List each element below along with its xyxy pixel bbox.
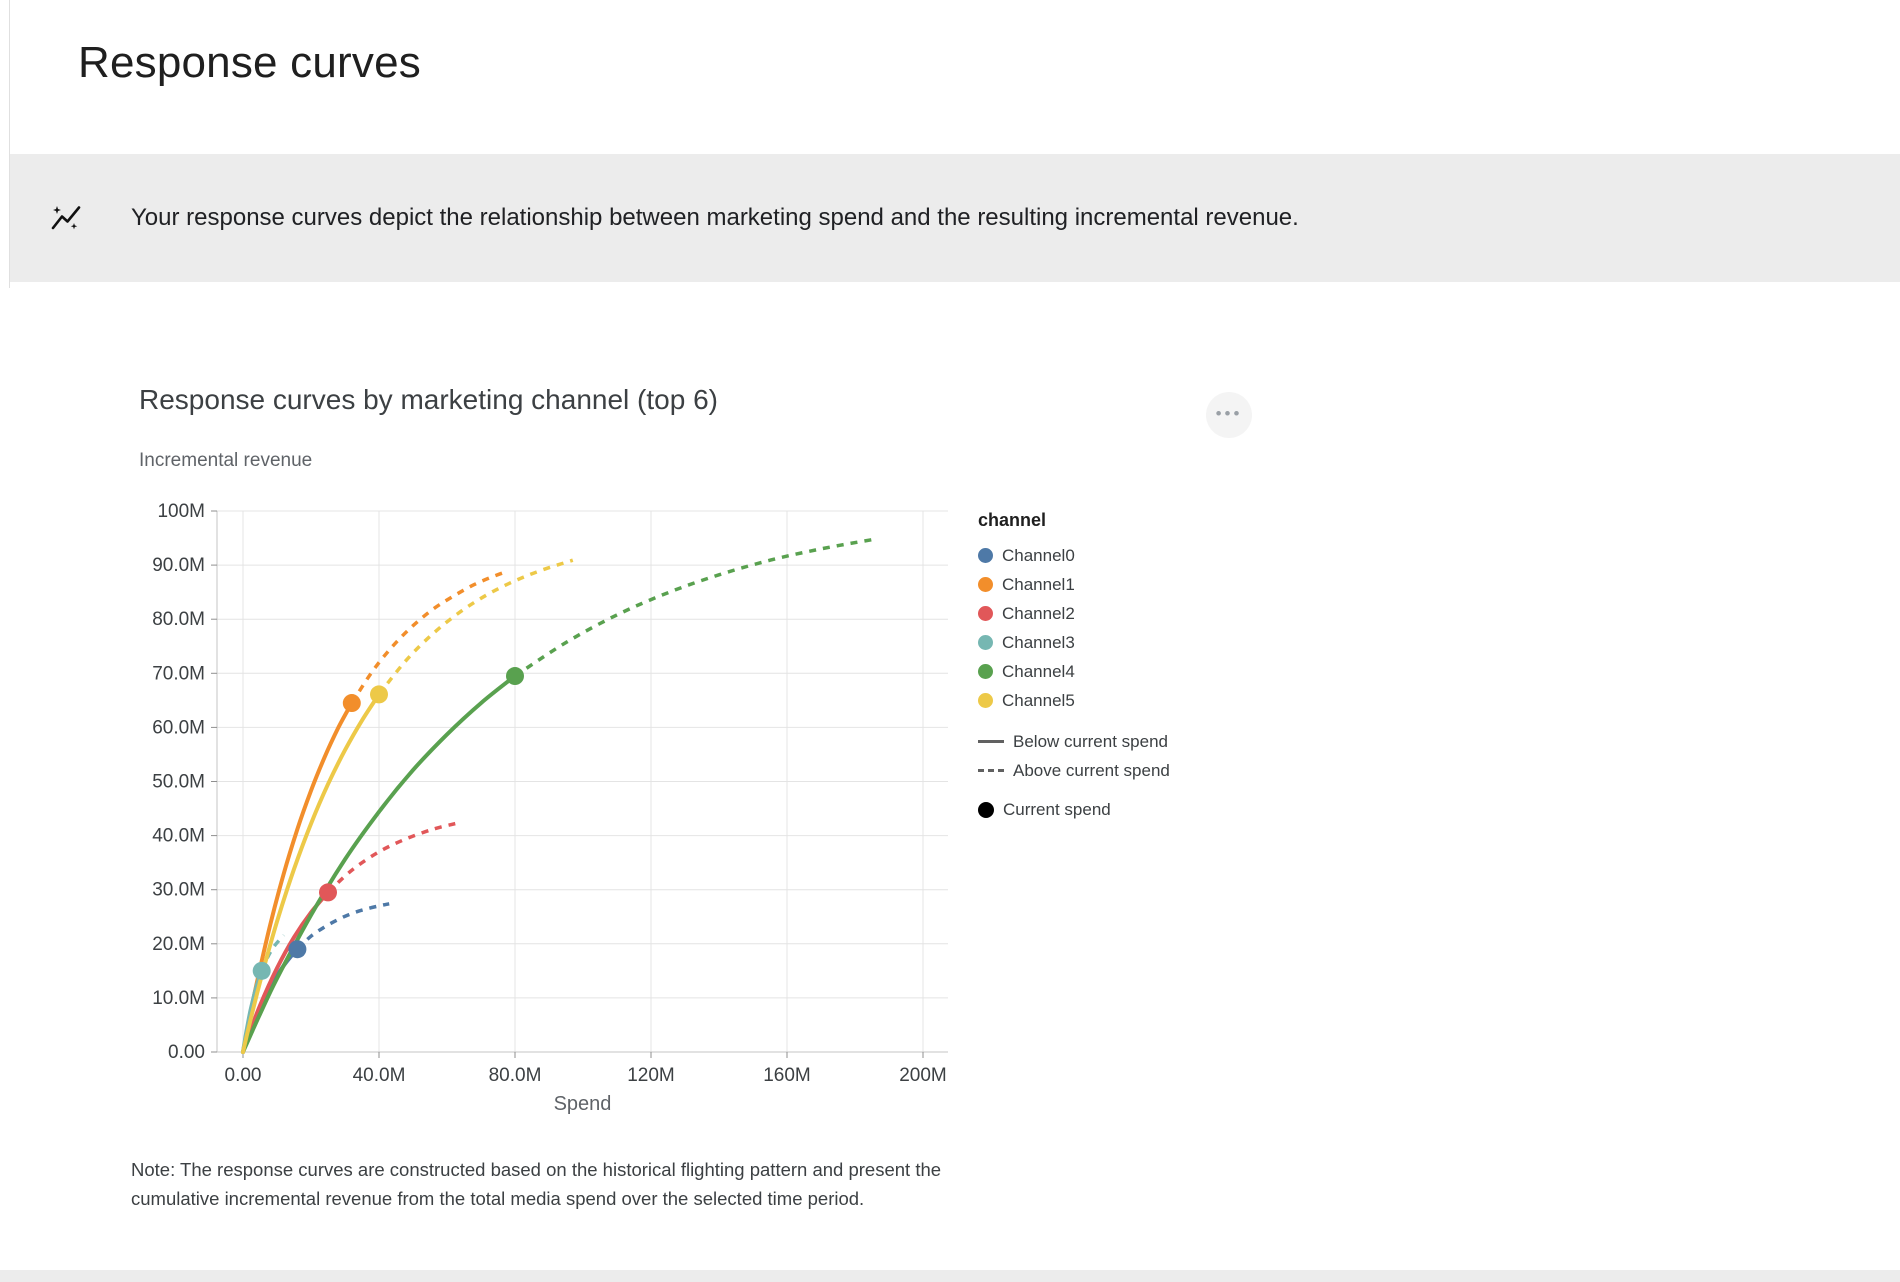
svg-text:10.0M: 10.0M [152, 988, 205, 1009]
legend-color-dot [978, 606, 993, 621]
series-lines [241, 537, 873, 1054]
svg-text:90.0M: 90.0M [152, 555, 205, 576]
solid-line-icon [978, 740, 1004, 743]
legend-item-channel5: Channel5 [978, 686, 1170, 715]
svg-text:160M: 160M [763, 1065, 811, 1086]
dashed-line-icon [978, 769, 1004, 772]
svg-text:40.0M: 40.0M [353, 1065, 406, 1086]
svg-text:120M: 120M [627, 1065, 675, 1086]
y-axis-title: Incremental revenue [139, 450, 313, 471]
legend-label: Channel4 [1002, 661, 1075, 681]
svg-text:50.0M: 50.0M [152, 772, 205, 793]
legend-color-dot [978, 548, 993, 563]
legend-color-dot [978, 577, 993, 592]
banner-text: Your response curves depict the relation… [131, 204, 1299, 231]
svg-text:80.0M: 80.0M [489, 1065, 542, 1086]
series-Channel0-above [296, 902, 390, 951]
legend-label: Channel2 [1002, 603, 1075, 623]
svg-text:100M: 100M [157, 501, 205, 522]
x-axis-title: Spend [554, 1093, 612, 1115]
insights-icon [49, 201, 83, 235]
series-Channel1-above [350, 569, 509, 705]
info-banner: Your response curves depict the relation… [10, 154, 1900, 282]
legend-label: Above current spend [1013, 760, 1170, 780]
legend-color-dot [978, 693, 993, 708]
next-section-edge [0, 1270, 1900, 1282]
current-spend-Channel1 [342, 694, 361, 713]
more-options-button[interactable]: ••• [1206, 392, 1252, 438]
response-curves-chart: 0.00 10.0M 20.0M 30.0M 40.0M 50.0M 60.0M 70.0M 8… [152, 501, 948, 1115]
gridlines [217, 510, 948, 1053]
legend-item-channel2: Channel2 [978, 599, 1170, 628]
legend-label: Channel1 [1002, 574, 1075, 594]
current-spend-Channel2 [319, 883, 337, 902]
current-spend-dot-icon [978, 801, 994, 818]
legend-item-channel4: Channel4 [978, 657, 1170, 686]
svg-text:70.0M: 70.0M [152, 663, 205, 684]
legend-item-channel1: Channel1 [978, 570, 1170, 599]
svg-text:0.00: 0.00 [168, 1042, 205, 1063]
legend-title: channel [978, 510, 1047, 530]
svg-text:0.00: 0.00 [225, 1065, 262, 1086]
chart-footnote: Note: The response curves are constructe… [131, 1159, 942, 1209]
chart-title: Response curves by marketing channel (to… [139, 384, 718, 415]
svg-text:20.0M: 20.0M [152, 934, 205, 955]
svg-text:80.0M: 80.0M [152, 609, 205, 630]
legend-label: Current spend [1003, 799, 1111, 819]
legend-label: Channel5 [1002, 690, 1075, 710]
legend-item-channel0: Channel0 [978, 541, 1170, 570]
legend-color-dot [978, 635, 993, 650]
chart-legend: channel Channel0 Channel1 Channel2 Channel3… [978, 510, 1170, 824]
series-Channel4-below [241, 674, 517, 1054]
legend-item-below-current-spend: Below current spend [978, 727, 1170, 756]
page-title: Response curves [78, 38, 421, 87]
legend-item-above-current-spend: Above current spend [978, 756, 1170, 785]
series-Channel4-above [514, 537, 873, 678]
more-options-icon: ••• [1215, 403, 1243, 423]
svg-text:30.0M: 30.0M [152, 880, 205, 901]
legend-label: Channel3 [1002, 632, 1075, 652]
axes [211, 510, 948, 1058]
legend-line-style-items: Below current spend Above current spend [978, 727, 1170, 785]
svg-text:200M: 200M [899, 1065, 947, 1086]
series-Channel5-above [377, 558, 574, 696]
left-divider [9, 0, 10, 288]
current-spend-dots [252, 667, 524, 980]
legend-color-dot [978, 664, 993, 679]
current-spend-Channel4 [506, 667, 524, 686]
current-spend-Channel5 [370, 685, 388, 704]
legend-item-channel3: Channel3 [978, 628, 1170, 657]
legend-channel-items: Channel0 Channel1 Channel2 Channel3 Channel4… [978, 541, 1170, 715]
series-Channel5-below [241, 692, 381, 1054]
svg-text:40.0M: 40.0M [152, 826, 205, 847]
series-Channel2-above [326, 821, 458, 894]
legend-item-current-spend: Current spend [978, 795, 1170, 824]
current-spend-Channel3 [252, 961, 271, 980]
current-spend-Channel0 [288, 940, 307, 959]
legend-label: Below current spend [1013, 731, 1168, 751]
legend-label: Channel0 [1002, 545, 1075, 565]
svg-text:60.0M: 60.0M [152, 717, 205, 738]
tick-labels: 0.00 10.0M 20.0M 30.0M 40.0M 50.0M 60.0M 70.0M 8… [152, 501, 947, 1115]
